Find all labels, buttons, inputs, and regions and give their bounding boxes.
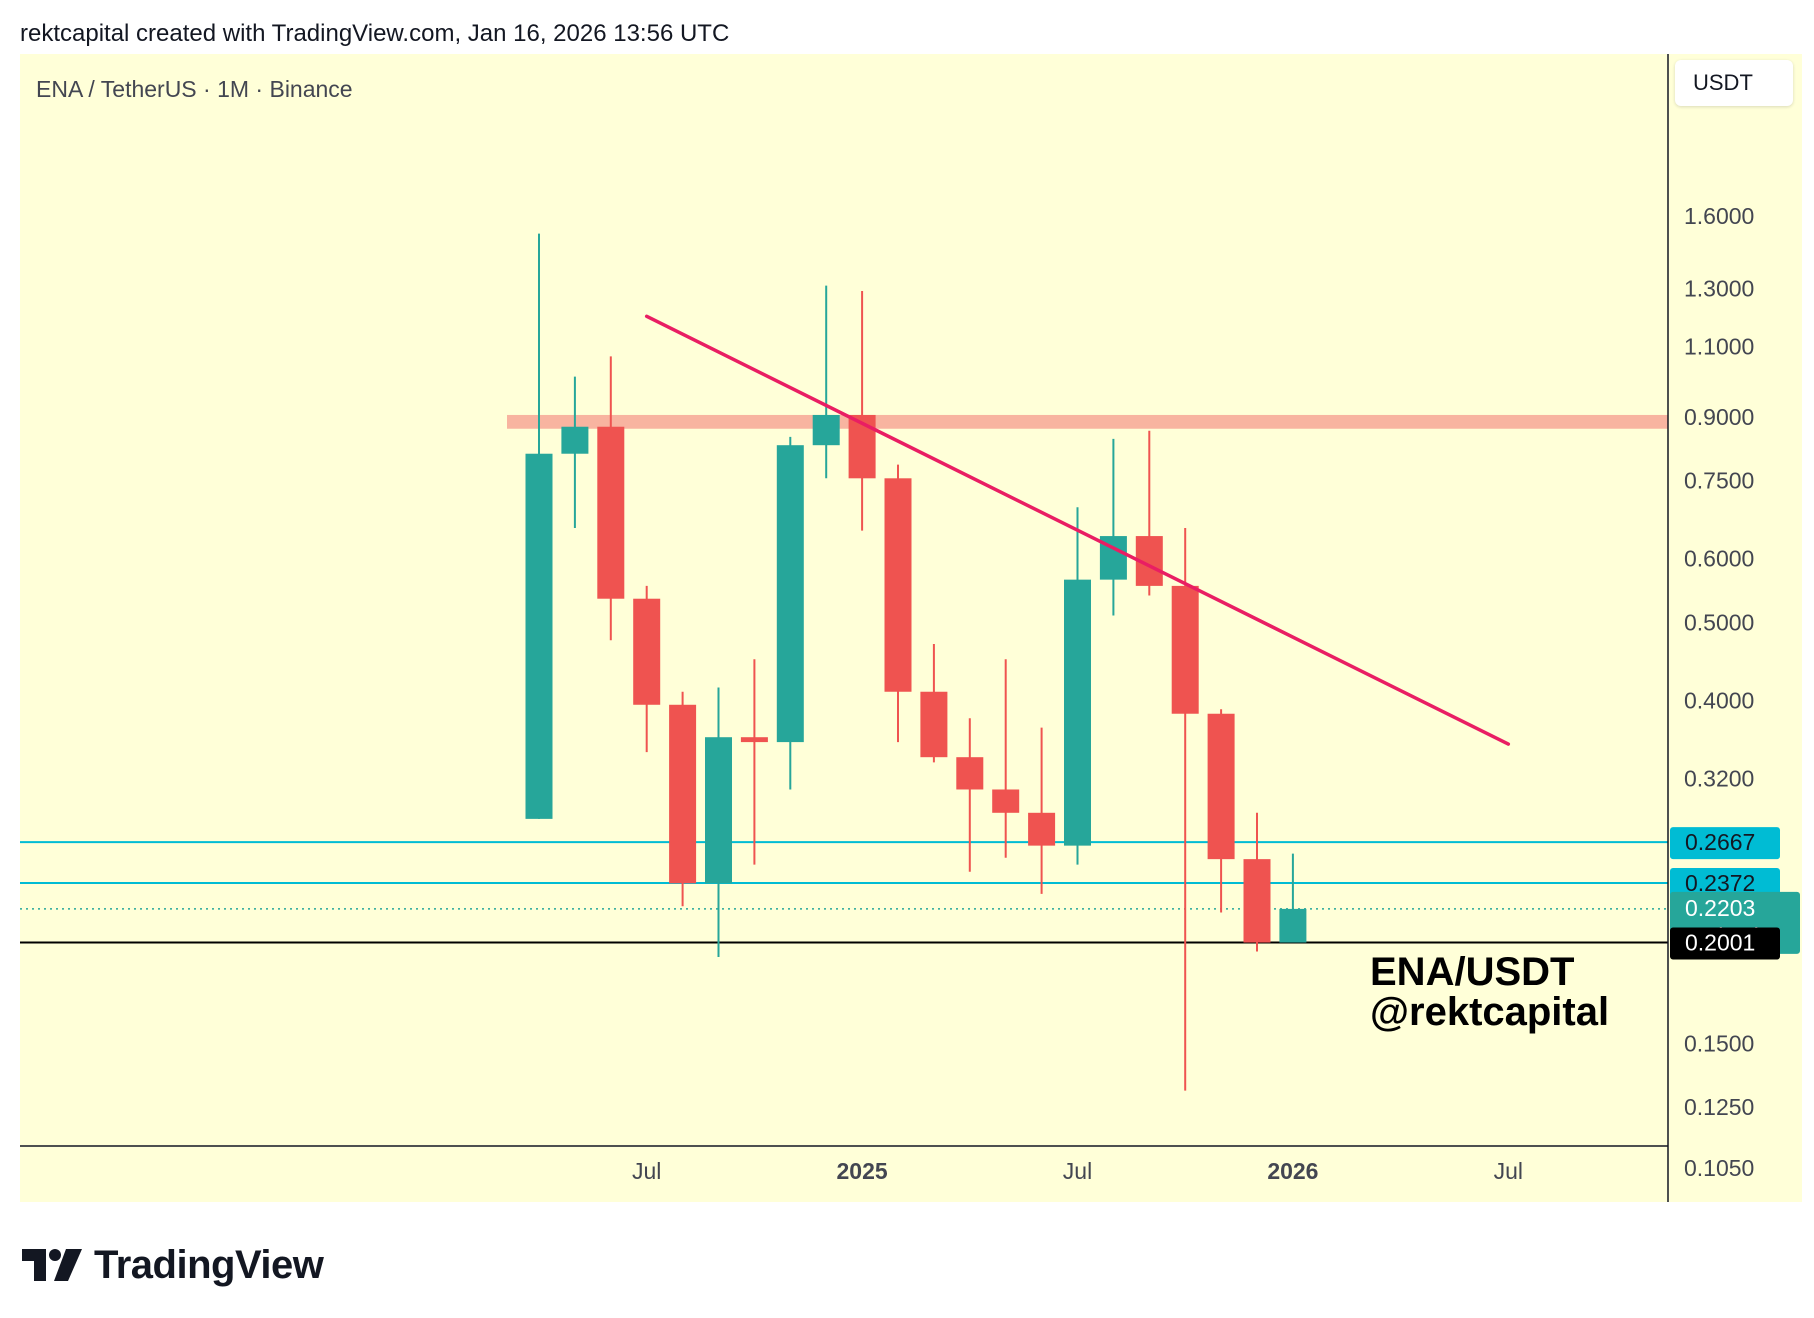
descending-trendline: [644, 314, 1511, 746]
price-tag-bg-3: [1670, 927, 1780, 960]
tradingview-logo-text: TradingView: [94, 1242, 324, 1287]
candle-body-13: [992, 789, 1020, 813]
currency-button[interactable]: USDT: [1675, 60, 1793, 106]
candle-body-7: [776, 445, 804, 743]
price-tick-1: 1.3000: [1684, 275, 1754, 301]
price-tag-1: 0.2372: [1685, 870, 1755, 896]
price-tick-6: 0.5000: [1684, 609, 1754, 635]
watermark-author: @rektcapital: [1370, 990, 1610, 1034]
price-tick-8: 0.3200: [1684, 765, 1754, 791]
time-tick-1: 2025: [837, 1158, 888, 1184]
candle-body-21: [1279, 908, 1307, 943]
candle-body-12: [956, 757, 984, 790]
time-tick-4: Jul: [1494, 1158, 1523, 1184]
watermark-pair: ENA/USDT: [1370, 950, 1575, 994]
chart-area[interactable]: 1.6000 1.3000 1.1000 0.9000 0.7500 0.6000 0.50…: [20, 54, 1802, 1202]
candle-body-18: [1171, 585, 1199, 714]
symbol-legend[interactable]: ENA / TetherUS · 1M · Binance: [36, 76, 353, 102]
candle-body-11: [920, 691, 948, 758]
candle-body-20: [1243, 859, 1271, 943]
candle-body-3: [633, 598, 661, 705]
candle-body-10: [884, 478, 912, 692]
chart-watermark: ENA/USDT @rektcapital: [1370, 952, 1609, 1032]
price-tick-11: 0.1050: [1684, 1155, 1754, 1181]
price-tag-3: 0.2001: [1685, 930, 1755, 956]
price-tick-9: 0.1500: [1684, 1030, 1754, 1056]
candle-body-8: [812, 414, 840, 446]
candle-body-5: [705, 737, 732, 884]
candle-body-4: [669, 704, 697, 884]
candle-body-15: [1064, 579, 1091, 846]
candle-body-6: [740, 737, 768, 743]
candle-body-14: [1028, 812, 1056, 846]
price-tick-3: 0.9000: [1684, 404, 1754, 430]
candle-body-2: [597, 426, 625, 599]
time-tick-0: Jul: [632, 1158, 661, 1184]
time-tick-3: 2026: [1267, 1158, 1318, 1184]
candlestick-chart[interactable]: 1.6000 1.3000 1.1000 0.9000 0.7500 0.6000 0.50…: [20, 54, 1802, 1202]
price-tick-7: 0.4000: [1684, 687, 1754, 713]
price-tag-0: 0.2667: [1685, 829, 1755, 855]
price-tag-2: 0.2203: [1685, 895, 1755, 921]
price-tick-10: 0.1250: [1684, 1094, 1754, 1120]
tradingview-logo[interactable]: TradingView: [22, 1240, 324, 1290]
chart-header: rektcapital created with TradingView.com…: [20, 20, 730, 47]
candle-body-0: [525, 453, 553, 819]
price-tick-0: 1.6000: [1684, 203, 1754, 229]
price-tick-5: 0.6000: [1684, 546, 1754, 572]
time-tick-2: Jul: [1063, 1158, 1092, 1184]
price-tick-2: 1.1000: [1684, 334, 1754, 360]
tradingview-logo-icon: [22, 1249, 82, 1281]
candle-body-1: [561, 426, 589, 454]
price-tick-4: 0.7500: [1684, 468, 1754, 494]
candle-body-19: [1207, 713, 1235, 860]
price-tag-bg-0: [1670, 827, 1780, 860]
resistance-band: [507, 414, 1668, 429]
candle-body-9: [848, 414, 876, 479]
